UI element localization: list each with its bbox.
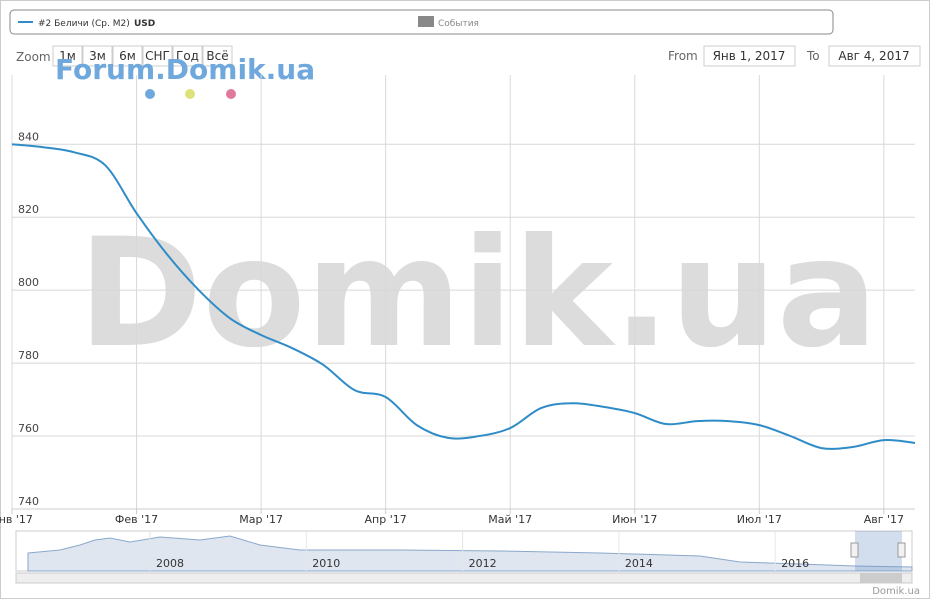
from-value[interactable]: Янв 1, 2017 — [713, 49, 786, 63]
zoom-button[interactable] — [142, 45, 173, 67]
x-tick-label: Июл '17 — [737, 513, 782, 526]
x-tick-label: Июн '17 — [612, 513, 657, 526]
line-series — [11, 143, 916, 450]
x-tick-label: Янв '17 — [0, 513, 33, 526]
navigator-series — [27, 535, 913, 572]
navigator-year: 2008 — [156, 557, 184, 570]
zoom-button[interactable] — [202, 45, 233, 67]
x-tick-label: Май '17 — [488, 513, 532, 526]
navigator-handle[interactable] — [897, 542, 906, 558]
zoom-button-label[interactable]: 6м — [119, 49, 136, 63]
dot — [226, 89, 236, 99]
events-label[interactable]: События — [438, 19, 479, 29]
navigator-selection[interactable] — [855, 531, 902, 571]
zoom-button[interactable] — [112, 45, 143, 67]
to-value[interactable]: Авг 4, 2017 — [838, 49, 909, 63]
to-input[interactable] — [828, 45, 921, 67]
from-label: From — [668, 49, 698, 63]
y-tick-label: 820 — [18, 203, 39, 216]
navigator-year: 2016 — [781, 557, 809, 570]
zoom-button[interactable] — [172, 45, 203, 67]
y-tick-label: 800 — [18, 276, 39, 289]
x-tick-label: Апр '17 — [365, 513, 407, 526]
from-input[interactable] — [703, 45, 796, 67]
x-tick-label: Мар '17 — [239, 513, 283, 526]
navigator-year: 2014 — [625, 557, 653, 570]
zoom-button[interactable] — [82, 45, 113, 67]
navigator-year: 2012 — [469, 557, 497, 570]
y-tick-label: 780 — [18, 349, 39, 362]
zoom-button[interactable] — [52, 45, 83, 67]
credit[interactable]: Domik.ua — [872, 586, 920, 597]
watermark-small: Forum.Domik.ua — [55, 53, 315, 86]
dot — [185, 89, 195, 99]
to-label: To — [806, 49, 820, 63]
zoom-label: Zoom — [16, 50, 51, 64]
scrollbar-thumb[interactable] — [860, 573, 902, 583]
dot — [145, 89, 155, 99]
y-tick-label: 840 — [18, 130, 39, 143]
scrollbar[interactable] — [15, 572, 913, 584]
zoom-button-label[interactable]: СНГ — [145, 49, 170, 63]
legend-unit: USD — [134, 19, 155, 29]
zoom-button-label[interactable]: Год — [176, 49, 199, 63]
zoom-button-label[interactable]: 1м — [59, 49, 76, 63]
events-swatch — [418, 16, 434, 27]
zoom-button-label[interactable]: Всё — [206, 49, 228, 63]
navigator-year: 2010 — [312, 557, 340, 570]
legend-label[interactable]: #2 Беличи (Ср. М2) — [38, 19, 130, 29]
y-tick-label: 740 — [18, 495, 39, 508]
x-tick-label: Фев '17 — [115, 513, 158, 526]
watermark-big: Domik.ua — [78, 207, 878, 381]
zoom-button-label[interactable]: 3м — [89, 49, 106, 63]
y-tick-label: 760 — [18, 422, 39, 435]
x-tick-label: Авг '17 — [864, 513, 904, 526]
navigator-handle[interactable] — [850, 542, 859, 558]
